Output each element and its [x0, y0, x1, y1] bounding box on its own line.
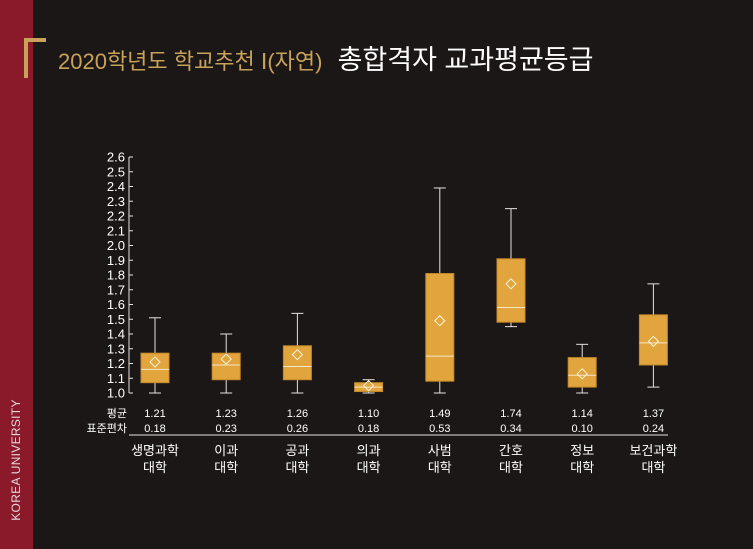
category-label-line2: 대학 [357, 460, 381, 475]
std-value: 0.18 [358, 423, 379, 435]
y-tick-label: 2.5 [107, 164, 125, 179]
mean-marker [576, 368, 588, 380]
std-value: 0.23 [215, 423, 236, 435]
page-title: 2020학년도 학교추천 Ⅰ(자연) 총합격자 교과평균등급 [58, 38, 593, 77]
y-tick-label: 1.0 [107, 386, 125, 401]
y-tick-label: 2.0 [107, 238, 125, 253]
category-label-line2: 대학 [499, 460, 523, 475]
box-iqr [425, 273, 455, 382]
category-label-line2: 대학 [570, 460, 594, 475]
category-label-line2: 대학 [285, 460, 309, 475]
mean-marker [220, 353, 232, 365]
row-label-mean: 평균 [107, 407, 127, 420]
std-value: 0.26 [287, 423, 308, 435]
y-tick-label: 2.2 [107, 209, 125, 224]
mean-value: 1.14 [571, 408, 592, 420]
category-label-line1: 사범 [428, 443, 452, 458]
mean-value: 1.21 [144, 408, 165, 420]
box-iqr [567, 357, 597, 388]
category-label-line1: 생명과학 [131, 443, 179, 458]
category-label-line2: 대학 [428, 460, 452, 475]
y-tick-label: 2.4 [107, 179, 125, 194]
y-tick-label: 1.4 [107, 327, 125, 342]
y-tick-label: 1.1 [107, 371, 125, 386]
box-iqr [496, 258, 526, 323]
category-label-line1: 의과 [357, 443, 381, 458]
category-label-line1: 이과 [214, 443, 238, 458]
y-tick-label: 2.3 [107, 194, 125, 209]
box-iqr [638, 314, 668, 366]
mean-marker [505, 278, 517, 290]
y-tick-label: 2.1 [107, 223, 125, 238]
y-tick-label: 1.9 [107, 253, 125, 268]
category-label-line1: 공과 [285, 443, 309, 458]
mean-value: 1.74 [500, 408, 521, 420]
mean-marker [434, 315, 446, 327]
category-label-line1: 간호 [499, 443, 523, 458]
mean-marker [647, 335, 660, 348]
title-prefix: 2020학년도 학교추천 Ⅰ(자연) [58, 49, 323, 74]
category-label-line2: 대학 [143, 460, 167, 475]
mean-value: 1.10 [358, 408, 379, 420]
category-label-line1: 정보 [570, 443, 594, 458]
mean-value: 1.49 [429, 408, 450, 420]
std-value: 0.18 [144, 423, 165, 435]
box-iqr [140, 352, 170, 384]
category-label-line2: 대학 [641, 460, 665, 475]
mean-marker [291, 348, 304, 361]
category-label-line2: 대학 [214, 460, 238, 475]
y-tick-label: 1.8 [107, 268, 125, 283]
std-value: 0.10 [571, 423, 592, 435]
y-tick-label: 1.2 [107, 356, 125, 371]
std-value: 0.24 [643, 423, 664, 435]
title-main: 총합격자 교과평균등급 [337, 45, 594, 75]
row-label-std: 표준편차 [87, 422, 127, 435]
box-iqr [282, 345, 312, 381]
mean-value: 1.37 [643, 408, 664, 420]
sidebar-band: KOREA UNIVERSITY [0, 0, 33, 549]
category-label-line1: 보건과학 [629, 443, 677, 458]
y-tick-label: 1.7 [107, 282, 125, 297]
mean-value: 1.26 [287, 408, 308, 420]
mean-marker [149, 356, 161, 368]
y-tick-label: 1.3 [107, 341, 125, 356]
y-tick-label: 1.6 [107, 297, 125, 312]
y-tick-label: 2.6 [107, 150, 125, 165]
std-value: 0.53 [429, 423, 450, 435]
std-value: 0.34 [500, 423, 521, 435]
y-tick-label: 1.5 [107, 312, 125, 327]
mean-marker [362, 379, 375, 392]
mean-value: 1.23 [215, 408, 236, 420]
box-iqr [211, 352, 241, 381]
